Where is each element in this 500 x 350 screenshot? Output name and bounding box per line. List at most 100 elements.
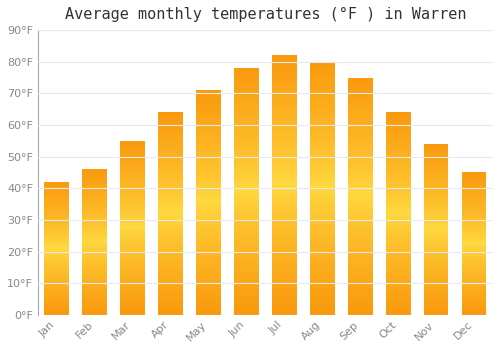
Bar xyxy=(44,259,69,260)
Bar xyxy=(462,266,486,268)
Bar xyxy=(196,113,221,115)
Bar xyxy=(462,191,486,193)
Bar xyxy=(44,262,69,263)
Bar xyxy=(462,208,486,209)
Bar xyxy=(82,238,107,239)
Bar xyxy=(158,159,183,161)
Bar xyxy=(120,155,145,156)
Bar xyxy=(82,252,107,254)
Bar xyxy=(82,203,107,204)
Bar xyxy=(310,100,334,102)
Bar xyxy=(120,282,145,284)
Bar xyxy=(196,265,221,268)
Bar xyxy=(348,149,372,151)
Bar xyxy=(158,211,183,214)
Bar xyxy=(272,118,296,120)
Bar xyxy=(234,265,259,268)
Bar xyxy=(234,184,259,187)
Bar xyxy=(272,81,296,84)
Bar xyxy=(272,296,296,299)
Bar xyxy=(386,193,410,195)
Bar xyxy=(196,155,221,158)
Bar xyxy=(234,100,259,103)
Bar xyxy=(310,224,334,226)
Bar xyxy=(310,173,334,176)
Bar xyxy=(196,151,221,153)
Bar xyxy=(44,201,69,202)
Bar xyxy=(234,231,259,233)
Bar xyxy=(348,177,372,180)
Bar xyxy=(386,175,410,177)
Bar xyxy=(120,205,145,207)
Bar xyxy=(82,209,107,210)
Bar xyxy=(462,258,486,259)
Bar xyxy=(44,279,69,280)
Bar xyxy=(272,141,296,144)
Bar xyxy=(348,241,372,244)
Bar xyxy=(348,77,372,80)
Bar xyxy=(44,197,69,198)
Bar xyxy=(44,246,69,247)
Bar xyxy=(462,278,486,279)
Bar xyxy=(196,261,221,263)
Bar xyxy=(272,86,296,89)
Bar xyxy=(348,194,372,196)
Bar xyxy=(462,178,486,180)
Bar xyxy=(158,232,183,234)
Bar xyxy=(234,125,259,127)
Bar xyxy=(310,158,334,160)
Bar xyxy=(44,203,69,204)
Bar xyxy=(348,265,372,267)
Bar xyxy=(196,115,221,117)
Bar xyxy=(196,182,221,184)
Bar xyxy=(158,210,183,211)
Bar xyxy=(272,289,296,292)
Bar xyxy=(386,303,410,304)
Bar xyxy=(44,267,69,268)
Bar xyxy=(234,300,259,302)
Bar xyxy=(462,305,486,306)
Bar xyxy=(272,58,296,61)
Bar xyxy=(120,174,145,176)
Bar xyxy=(44,202,69,203)
Bar xyxy=(196,167,221,169)
Bar xyxy=(386,145,410,147)
Bar xyxy=(196,241,221,243)
Bar xyxy=(44,251,69,252)
Bar xyxy=(234,229,259,231)
Bar xyxy=(386,157,410,159)
Bar xyxy=(272,284,296,286)
Bar xyxy=(386,301,410,303)
Bar xyxy=(462,284,486,285)
Bar xyxy=(158,139,183,141)
Bar xyxy=(272,55,296,58)
Bar xyxy=(386,232,410,234)
Bar xyxy=(462,181,486,182)
Bar xyxy=(272,216,296,219)
Bar xyxy=(196,119,221,121)
Bar xyxy=(120,233,145,235)
Bar xyxy=(44,304,69,306)
Bar xyxy=(348,180,372,182)
Bar xyxy=(424,255,448,257)
Bar xyxy=(348,106,372,108)
Bar xyxy=(310,181,334,183)
Bar xyxy=(158,293,183,295)
Bar xyxy=(310,150,334,153)
Bar xyxy=(386,195,410,197)
Bar xyxy=(386,224,410,226)
Bar xyxy=(158,234,183,236)
Bar xyxy=(234,283,259,285)
Bar xyxy=(120,268,145,270)
Bar xyxy=(196,126,221,128)
Bar xyxy=(272,99,296,102)
Bar xyxy=(82,309,107,310)
Bar xyxy=(234,204,259,206)
Bar xyxy=(386,242,410,244)
Bar xyxy=(424,200,448,202)
Bar xyxy=(310,186,334,188)
Bar xyxy=(424,198,448,200)
Bar xyxy=(120,280,145,282)
Bar xyxy=(120,202,145,203)
Bar xyxy=(462,292,486,293)
